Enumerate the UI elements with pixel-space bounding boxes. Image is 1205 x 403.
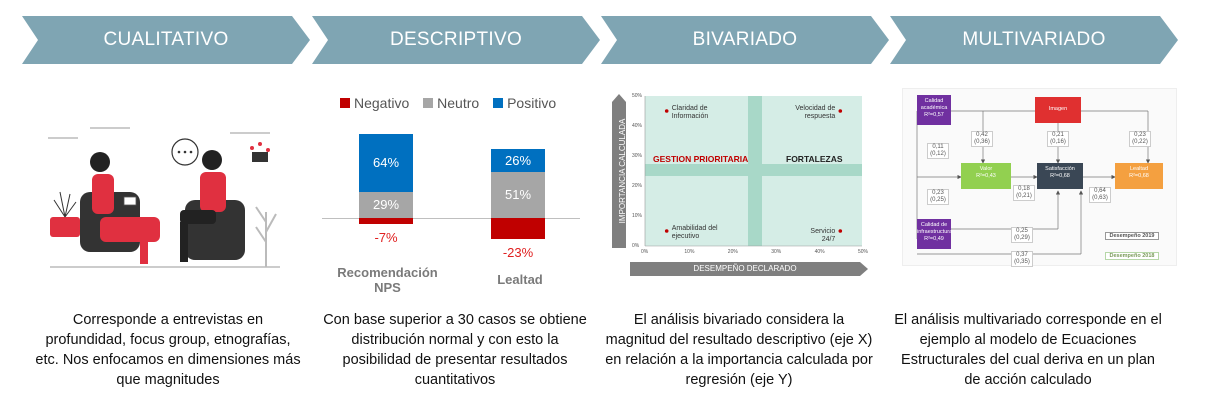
y-tick-label: 50% <box>632 93 643 99</box>
x-tick-label: 30% <box>771 249 782 255</box>
bar-negativo-label: -7% <box>374 230 398 246</box>
bar-negativo-label: -23% <box>502 244 534 260</box>
quadrant-chart: DESEMPEÑO DECLARADO IMPORTANCIA CALCULAD… <box>600 88 875 278</box>
quadrant-label-fortalezas: FORTALEZAS <box>786 154 843 164</box>
sem-diagram: Calidad académica R²=0,57 Imagen Valor R²=… <box>902 88 1177 267</box>
stage-title: BIVARIADO <box>692 29 798 50</box>
quadrant-band-h <box>645 164 862 176</box>
y-axis-arrow <box>612 94 626 248</box>
legend-swatch <box>493 98 504 108</box>
bar-category-label: Recomendación NPS <box>337 265 438 295</box>
sem-legend-2018: Desempeño 2018 <box>1105 252 1159 260</box>
scatter-point-label: Claridad de Información <box>671 105 709 120</box>
sem-node-imagen: Imagen <box>1035 97 1081 123</box>
stage-description: El análisis multivariado corresponde en … <box>894 312 1162 388</box>
scatter-point <box>838 229 843 233</box>
stage-title: CUALITATIVO <box>103 29 229 50</box>
bar-segment-neutro: 29% <box>359 191 413 218</box>
sem-node-valor: Valor R²=0,43 <box>961 163 1011 189</box>
scatter-point-label: Servicio 24/7 <box>810 228 836 243</box>
scatter-point <box>664 109 669 113</box>
stage-description: Corresponde a entrevistas en profundidad… <box>35 312 301 388</box>
sem-node-lealtad: Lealtad R²=0,68 <box>1115 163 1163 189</box>
x-tick-label: 10% <box>684 249 695 255</box>
bar-segment-negativo <box>491 218 545 239</box>
sem-coef: 0,18 (0,21) <box>1013 185 1035 201</box>
interview-illustration <box>30 82 300 302</box>
scatter-point <box>838 109 843 113</box>
bar-segment-positivo: 26% <box>491 148 545 173</box>
stage-chevron-descriptivo: DESCRIPTIVO <box>312 16 600 64</box>
sem-coef: 0,25 (0,29) <box>1011 227 1033 243</box>
x-axis-arrow <box>630 262 868 276</box>
x-axis-label: DESEMPEÑO DECLARADO <box>693 264 797 273</box>
legend-negativo: Negativo <box>340 95 409 111</box>
y-tick-label: 30% <box>632 153 643 159</box>
scatter-point-label: Velocidad de respuesta <box>795 105 836 120</box>
stage-chevron-multivariado: MULTIVARIADO <box>890 16 1178 64</box>
y-tick-label: 40% <box>632 123 643 129</box>
sem-coef: 0,42 (0,36) <box>971 131 993 147</box>
sem-legend-2019: Desempeño 2019 <box>1105 232 1159 240</box>
sem-coef: 0,11 (0,12) <box>927 143 949 159</box>
stage-description: El análisis bivariado considera la magni… <box>605 312 873 388</box>
sem-coef: 0,64 (0,63) <box>1089 187 1111 203</box>
stage-title: MULTIVARIADO <box>962 29 1106 50</box>
sem-node-calidad-infraestructura: Calidad de infraestructura R²=0,49 <box>917 219 952 249</box>
sem-coef: 0,23 (0,22) <box>1129 131 1151 147</box>
legend-positivo: Positivo <box>493 95 556 111</box>
bar-chart-legend: Negativo Neutro Positivo <box>340 95 566 111</box>
x-tick-label: 20% <box>727 249 738 255</box>
scatter-point <box>664 229 669 233</box>
scatter-point-label: Amabilidad del ejecutivo <box>671 225 718 240</box>
stage-chevron-cualitativo: CUALITATIVO <box>22 16 310 64</box>
stage-title: DESCRIPTIVO <box>389 29 523 50</box>
sem-node-calidad-academica: Calidad académica R²=0,57 <box>917 95 951 125</box>
x-tick-label: 40% <box>814 249 825 255</box>
stage-description: Con base superior a 30 casos se obtiene … <box>323 312 587 388</box>
legend-swatch <box>423 98 434 108</box>
sem-coef: 0,37 (0,35) <box>1011 251 1033 267</box>
quadrant-label-gestion: GESTION PRIORITARIA <box>653 154 749 164</box>
bar-segment-negativo <box>359 218 413 225</box>
sem-coef: 0,23 (0,25) <box>927 189 949 205</box>
x-tick-label: 50% <box>858 249 869 255</box>
bar-chart-baseline <box>322 218 580 219</box>
sem-connectors <box>916 110 1151 255</box>
bar-segment-positivo: 64% <box>359 134 413 192</box>
sem-node-satisfaccion: Satisfacción R²=0,68 <box>1037 163 1083 189</box>
sem-coef: 0,21 (0,16) <box>1047 131 1069 147</box>
legend-neutro: Neutro <box>423 95 479 111</box>
y-tick-label: 10% <box>632 213 643 219</box>
y-tick-label: 0% <box>632 243 640 249</box>
bar-segment-neutro: 51% <box>491 172 545 218</box>
legend-swatch <box>340 98 350 108</box>
quadrant-chart-svg <box>612 94 868 276</box>
stage-chevron-bivariado: BIVARIADO <box>601 16 889 64</box>
y-axis-label: IMPORTANCIA CALCULADA <box>618 118 627 224</box>
y-tick-label: 20% <box>632 183 643 189</box>
bar-category-label: Lealtad <box>497 272 543 287</box>
x-tick-label: 0% <box>641 249 649 255</box>
